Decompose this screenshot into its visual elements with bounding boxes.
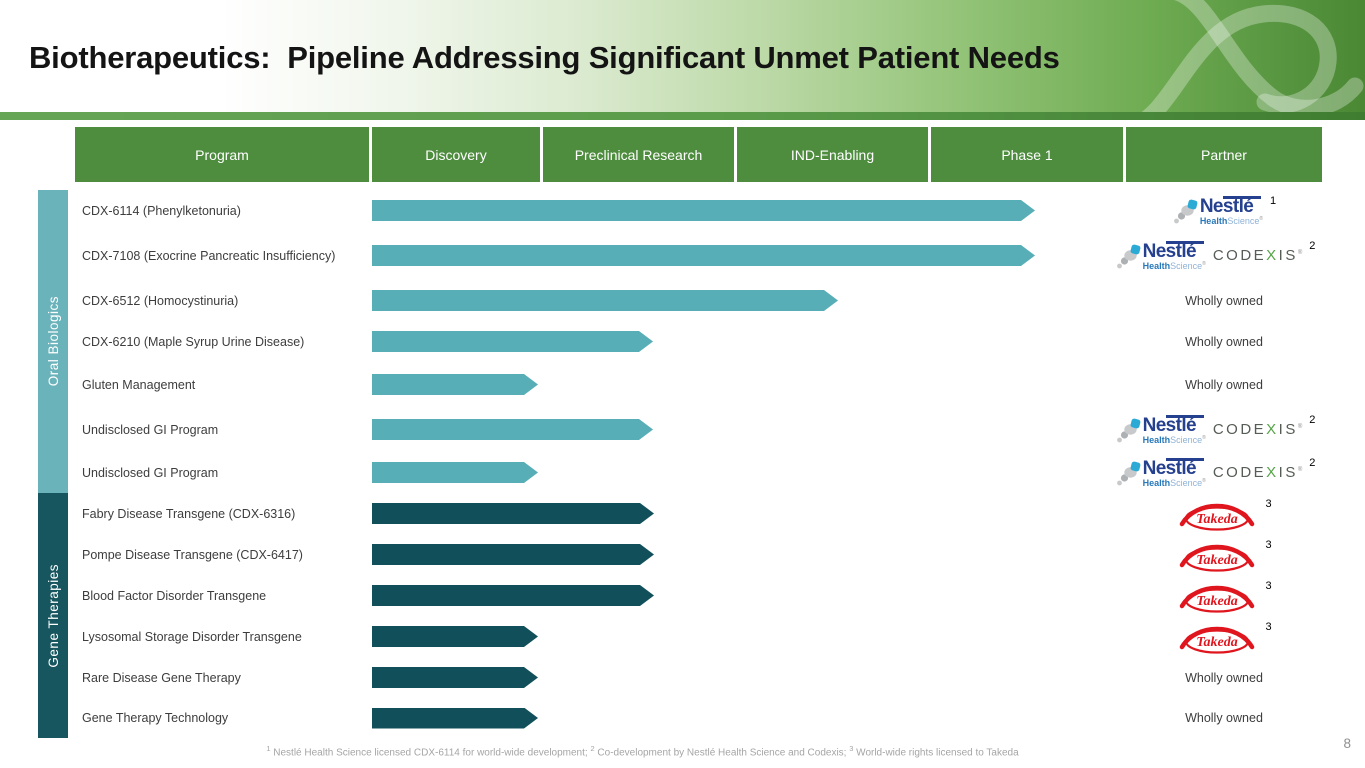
partner-cell: Wholly owned bbox=[1112, 280, 1336, 321]
partner-cell: Wholly owned bbox=[1112, 321, 1336, 362]
banner-divider-line bbox=[0, 112, 1365, 120]
page-title: Biotherapeutics: Pipeline Addressing Sig… bbox=[29, 40, 1060, 75]
svg-text:Takeda: Takeda bbox=[1197, 594, 1238, 609]
program-label: Rare Disease Gene Therapy bbox=[82, 670, 241, 685]
nestle-nest-icon bbox=[1116, 461, 1140, 486]
footnote: 1 Nestlé Health Science licensed CDX-611… bbox=[266, 744, 1019, 759]
pipeline-progress-bar bbox=[372, 374, 538, 395]
pipeline-progress-bar bbox=[372, 708, 538, 729]
partner-wholly-owned-label: Wholly owned bbox=[1185, 293, 1263, 308]
partner-wholly-owned-label: Wholly owned bbox=[1185, 377, 1263, 392]
partner-footnote-ref: 3 bbox=[1265, 497, 1272, 510]
footnote-ref-number: 2 bbox=[590, 744, 595, 753]
svg-text:Takeda: Takeda bbox=[1197, 553, 1238, 568]
footnote-ref-number: 1 bbox=[266, 744, 271, 753]
nestle-healthscience-logo: Nestlé HealthScience® bbox=[1115, 457, 1206, 488]
program-label: CDX-6114 (Phenylketonuria) bbox=[82, 203, 241, 218]
program-label: CDX-6512 (Homocystinuria) bbox=[82, 293, 239, 308]
program-label: CDX-6210 (Maple Syrup Urine Disease) bbox=[82, 334, 305, 349]
nestle-nest-icon bbox=[1116, 418, 1140, 443]
partner-cell: Nestlé HealthScience® CODE X IS ® 2 bbox=[1103, 452, 1327, 493]
program-label: Blood Factor Disorder Transgene bbox=[82, 588, 267, 603]
column-header-preclinical-research: Preclinical Research bbox=[543, 127, 734, 182]
partner-wholly-owned-label: Wholly owned bbox=[1185, 670, 1263, 685]
category-label: Gene Therapies bbox=[45, 563, 61, 668]
nestle-healthscience-logo: Nestlé HealthScience® bbox=[1115, 414, 1206, 445]
partner-cell: Nestlé HealthScience® 1 bbox=[1112, 190, 1336, 231]
pipeline-progress-bar bbox=[372, 419, 653, 440]
footnote-ref-number: 3 bbox=[849, 744, 854, 753]
partner-footnote-ref: 1 bbox=[1270, 194, 1277, 207]
nestle-nest-icon bbox=[1116, 244, 1140, 269]
column-header-discovery: Discovery bbox=[372, 127, 540, 182]
partner-footnote-ref: 2 bbox=[1309, 413, 1316, 426]
pipeline-progress-bar bbox=[372, 200, 1035, 221]
partner-cell: Wholly owned bbox=[1112, 657, 1336, 698]
nestle-healthscience-logo: Nestlé HealthScience® bbox=[1172, 195, 1263, 226]
category-oral-biologics: Oral Biologics bbox=[38, 190, 68, 493]
healthscience-wordmark: HealthScience® bbox=[1142, 435, 1206, 445]
partner-cell: Nestlé HealthScience® CODE X IS ® 2 bbox=[1103, 407, 1327, 452]
program-label: Lysosomal Storage Disorder Transgene bbox=[82, 629, 302, 644]
nestle-nest-icon bbox=[1173, 199, 1198, 224]
pipeline-progress-bar bbox=[372, 245, 1035, 266]
pipeline-progress-bar bbox=[372, 331, 653, 352]
program-label: Pompe Disease Transgene (CDX-6417) bbox=[82, 547, 303, 562]
codexis-logo: CODE X IS ® bbox=[1212, 464, 1303, 481]
column-header-partner: Partner bbox=[1126, 127, 1322, 182]
svg-text:Takeda: Takeda bbox=[1197, 512, 1238, 527]
nestle-healthscience-logo: Nestlé HealthScience® bbox=[1115, 240, 1206, 271]
pipeline-progress-bar bbox=[372, 290, 838, 311]
takeda-logo: Takeda bbox=[1180, 503, 1255, 531]
partner-footnote-ref: 3 bbox=[1265, 538, 1272, 551]
partner-cell: Takeda 3 bbox=[1112, 575, 1336, 616]
nestle-wordmark: Nestlé bbox=[1200, 196, 1263, 216]
column-header-phase-1: Phase 1 bbox=[931, 127, 1123, 182]
nestle-wordmark: Nestlé bbox=[1143, 458, 1206, 478]
takeda-logo: Takeda bbox=[1180, 585, 1255, 613]
partner-footnote-ref: 2 bbox=[1309, 456, 1316, 469]
partner-footnote-ref: 3 bbox=[1265, 579, 1272, 592]
program-label: CDX-7108 (Exocrine Pancreatic Insufficie… bbox=[82, 248, 336, 263]
takeda-logo: Takeda bbox=[1180, 544, 1255, 572]
healthscience-wordmark: HealthScience® bbox=[1142, 478, 1206, 488]
codexis-swoosh-logo bbox=[1141, 0, 1364, 112]
program-label: Gene Therapy Technology bbox=[82, 711, 229, 725]
healthscience-wordmark: HealthScience® bbox=[1142, 261, 1206, 271]
partner-wholly-owned-label: Wholly owned bbox=[1185, 711, 1263, 725]
program-label: Undisclosed GI Program bbox=[82, 422, 219, 437]
column-header-ind-enabling: IND-Enabling bbox=[737, 127, 928, 182]
program-label: Undisclosed GI Program bbox=[82, 465, 219, 480]
title-banner: Biotherapeutics: Pipeline Addressing Sig… bbox=[0, 0, 1365, 112]
codexis-logo: CODE X IS ® bbox=[1212, 247, 1303, 264]
partner-cell: Nestlé HealthScience® CODE X IS ® 2 bbox=[1103, 231, 1327, 280]
program-label: Fabry Disease Transgene (CDX-6316) bbox=[82, 506, 296, 521]
page-number: 8 bbox=[1343, 736, 1351, 751]
partner-cell: Takeda 3 bbox=[1112, 534, 1336, 575]
healthscience-wordmark: HealthScience® bbox=[1199, 216, 1264, 226]
partner-footnote-ref: 2 bbox=[1309, 239, 1316, 252]
partner-cell: Takeda 3 bbox=[1112, 616, 1336, 657]
pipeline-progress-bar bbox=[372, 667, 538, 688]
nestle-wordmark: Nestlé bbox=[1143, 241, 1206, 261]
partner-cell: Takeda 3 bbox=[1112, 493, 1336, 534]
takeda-logo: Takeda bbox=[1180, 626, 1255, 654]
svg-text:Takeda: Takeda bbox=[1197, 635, 1238, 650]
partner-wholly-owned-label: Wholly owned bbox=[1185, 334, 1263, 349]
pipeline-progress-bar bbox=[372, 626, 538, 647]
pipeline-progress-bar bbox=[372, 585, 654, 606]
pipeline-progress-bar bbox=[372, 503, 654, 524]
category-label: Oral Biologics bbox=[45, 296, 61, 387]
category-gene-therapies: Gene Therapies bbox=[38, 493, 68, 738]
partner-footnote-ref: 3 bbox=[1265, 620, 1272, 633]
column-header-program: Program bbox=[75, 127, 369, 182]
codexis-logo: CODE X IS ® bbox=[1212, 421, 1303, 438]
program-label: Gluten Management bbox=[82, 377, 196, 392]
pipeline-progress-bar bbox=[372, 544, 654, 565]
partner-cell: Wholly owned bbox=[1112, 698, 1336, 738]
nestle-wordmark: Nestlé bbox=[1143, 415, 1206, 435]
pipeline-progress-bar bbox=[372, 462, 538, 483]
partner-cell: Wholly owned bbox=[1112, 362, 1336, 407]
